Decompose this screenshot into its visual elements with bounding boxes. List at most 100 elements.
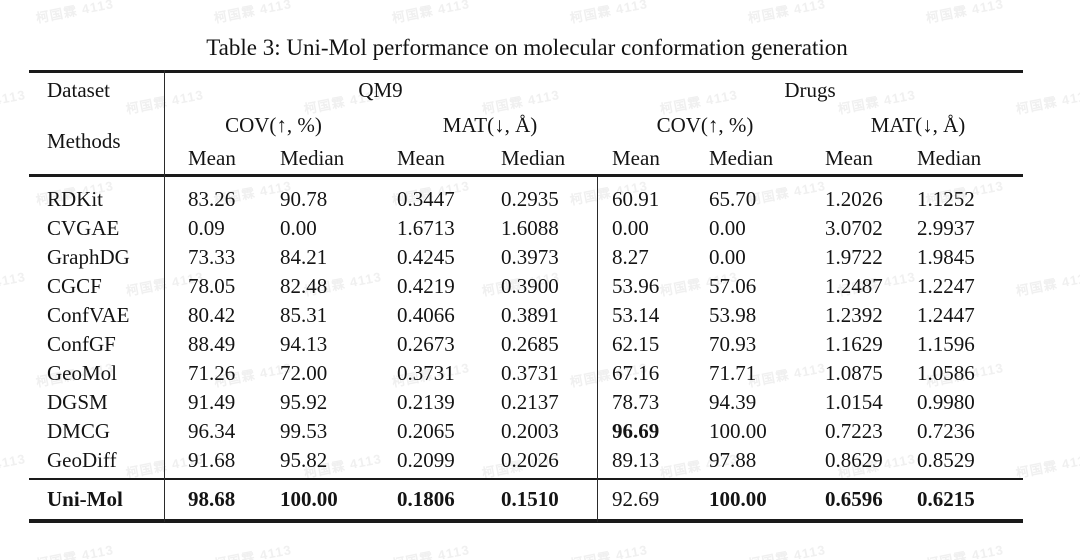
table-row: GeoMol 71.26 72.00 0.3731 0.3731 67.16 71.71 1.… — [29, 359, 1023, 388]
value-cell: 0.2003 — [501, 418, 559, 443]
value-cell: 0.2673 — [397, 331, 455, 356]
rule-below-header — [29, 174, 1023, 177]
stat-header-row: Mean Median Mean Median Mean Median Mean Median — [29, 142, 1023, 174]
value-cell: 62.15 — [612, 331, 660, 356]
value-cell: 0.2139 — [397, 389, 455, 414]
watermark-text: 柯国霖 4113 — [0, 269, 28, 299]
value-cell: 0.4245 — [397, 244, 455, 269]
value-cell: 78.73 — [612, 389, 660, 414]
watermark-text: 柯国霖 4113 — [924, 542, 1006, 560]
value-cell: 95.82 — [280, 447, 328, 472]
value-cell: 98.68 — [188, 487, 236, 511]
value-cell: 65.70 — [709, 186, 757, 211]
table-row: GeoDiff 91.68 95.82 0.2099 0.2026 89.13 97.88 0… — [29, 446, 1023, 475]
table-body: RDKit 83.26 90.78 0.3447 0.2935 60.91 65.70 1.2… — [29, 177, 1023, 478]
value-cell: 1.2247 — [917, 273, 975, 298]
value-cell: 99.53 — [280, 418, 328, 443]
rule-bottom — [29, 519, 1023, 523]
watermark-text: 柯国霖 4113 — [212, 542, 294, 560]
header-methods: Methods — [47, 128, 121, 153]
header-group-qm9: QM9 — [358, 78, 403, 102]
value-cell: 0.3731 — [397, 360, 455, 385]
value-cell: 0.3900 — [501, 273, 559, 298]
value-cell: 0.1510 — [501, 487, 559, 511]
value-cell: 1.6088 — [501, 215, 559, 240]
watermark-text: 柯国霖 4113 — [746, 542, 828, 560]
method-name: GeoMol — [47, 360, 117, 385]
method-name: DMCG — [47, 418, 111, 443]
value-cell: 0.4219 — [397, 273, 455, 298]
value-cell: 57.06 — [709, 273, 757, 298]
value-cell: 70.93 — [709, 331, 757, 356]
value-cell: 0.2935 — [501, 186, 559, 211]
value-cell: 3.0702 — [825, 215, 883, 240]
stat-header: Mean — [612, 146, 660, 170]
value-cell: 94.13 — [280, 331, 328, 356]
value-cell: 0.6215 — [917, 487, 975, 511]
stat-header: Mean — [188, 146, 236, 170]
value-cell: 96.34 — [188, 418, 236, 443]
results-table: Dataset Methods QM9 Drugs COV(↑, %) MAT(… — [29, 70, 1023, 523]
value-cell: 0.2065 — [397, 418, 455, 443]
value-cell: 0.8629 — [825, 447, 883, 472]
table-row: CGCF 78.05 82.48 0.4219 0.3900 53.96 57.06 1.24… — [29, 272, 1023, 301]
watermark-text: 柯国霖 4113 — [390, 542, 472, 560]
value-cell: 0.3447 — [397, 186, 455, 211]
value-cell: 1.1252 — [917, 186, 975, 211]
value-cell: 0.00 — [709, 215, 746, 240]
rule-top — [29, 70, 1023, 73]
table-row: ConfVAE 80.42 85.31 0.4066 0.3891 53.14 53.98 1… — [29, 301, 1023, 330]
watermark-text: 柯国霖 4113 — [568, 0, 650, 26]
watermark-text: 柯国霖 4113 — [746, 0, 828, 26]
watermark-text: 柯国霖 4113 — [34, 0, 116, 26]
header-qm9-cov: COV(↑, %) — [225, 112, 322, 137]
method-name: ConfVAE — [47, 302, 130, 327]
value-cell: 0.3731 — [501, 360, 559, 385]
table-row: DGSM 91.49 95.92 0.2139 0.2137 78.73 94.39 1.01… — [29, 388, 1023, 417]
watermark-text: 柯国霖 4113 — [1014, 87, 1080, 117]
value-cell: 71.26 — [188, 360, 236, 385]
value-cell: 78.05 — [188, 273, 236, 298]
value-cell: 85.31 — [280, 302, 328, 327]
watermark-text: 柯国霖 4113 — [1014, 451, 1080, 481]
value-cell: 1.2447 — [917, 302, 975, 327]
value-cell: 97.88 — [709, 447, 757, 472]
value-cell: 0.00 — [280, 215, 317, 240]
method-name: ConfGF — [47, 331, 116, 356]
value-cell: 100.00 — [709, 487, 767, 511]
value-cell: 0.00 — [709, 244, 746, 269]
value-cell: 1.1596 — [917, 331, 975, 356]
header-drugs-mat: MAT(↓, Å) — [870, 112, 966, 137]
value-cell: 82.48 — [280, 273, 328, 298]
stat-header: Median — [280, 146, 345, 170]
value-cell: 67.16 — [612, 360, 660, 385]
value-cell: 71.71 — [709, 360, 757, 385]
watermark-text: 柯国霖 4113 — [34, 542, 116, 560]
value-cell: 1.1629 — [825, 331, 883, 356]
divider-methods — [163, 70, 165, 522]
table-row: GraphDG 73.33 84.21 0.4245 0.3973 8.27 0.00 1.9… — [29, 243, 1023, 272]
value-cell: 0.3973 — [501, 244, 559, 269]
value-cell: 100.00 — [709, 418, 767, 443]
value-cell: 0.2026 — [501, 447, 559, 472]
value-cell: 0.6596 — [825, 487, 883, 511]
stat-header: Mean — [825, 146, 873, 170]
value-cell: 83.26 — [188, 186, 236, 211]
method-name: GraphDG — [47, 244, 130, 269]
value-cell: 1.2392 — [825, 302, 883, 327]
value-cell: 0.2137 — [501, 389, 559, 414]
value-cell: 0.9980 — [917, 389, 975, 414]
method-name: DGSM — [47, 389, 108, 414]
table-caption: Table 3: Uni-Mol performance on molecula… — [206, 35, 848, 60]
value-cell: 1.0875 — [825, 360, 883, 385]
value-cell: 0.2685 — [501, 331, 559, 356]
method-name: CVGAE — [47, 215, 120, 240]
value-cell: 90.78 — [280, 186, 328, 211]
watermark-text: 柯国霖 4113 — [1014, 269, 1080, 299]
value-cell: 0.7236 — [917, 418, 975, 443]
value-cell: 100.00 — [280, 487, 338, 511]
value-cell: 0.2099 — [397, 447, 455, 472]
value-cell: 94.39 — [709, 389, 757, 414]
header-group-drugs: Drugs — [784, 78, 836, 102]
value-cell: 80.42 — [188, 302, 236, 327]
